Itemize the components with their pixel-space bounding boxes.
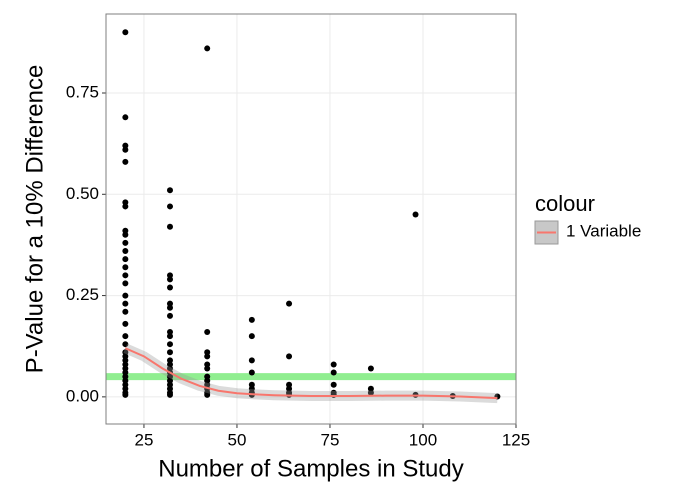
x-tick-label: 100 bbox=[409, 430, 437, 449]
y-tick-label: 0.75 bbox=[66, 82, 99, 101]
x-tick-label: 25 bbox=[134, 430, 153, 449]
point bbox=[122, 300, 129, 307]
point bbox=[330, 369, 337, 376]
point bbox=[204, 353, 211, 360]
x-tick-label: 50 bbox=[228, 430, 247, 449]
point bbox=[204, 365, 211, 372]
point bbox=[204, 329, 211, 336]
point bbox=[122, 158, 129, 165]
y-tick-label: 0.25 bbox=[66, 285, 99, 304]
point bbox=[204, 45, 211, 52]
point bbox=[166, 333, 173, 340]
point bbox=[367, 389, 374, 396]
point bbox=[122, 29, 129, 36]
point bbox=[286, 300, 293, 307]
y-axis-title: P-Value for a 10% Difference bbox=[21, 65, 48, 374]
point bbox=[412, 211, 419, 218]
point bbox=[122, 280, 129, 287]
point bbox=[367, 365, 374, 372]
point bbox=[122, 264, 129, 271]
point bbox=[122, 308, 129, 315]
point bbox=[122, 114, 129, 121]
point bbox=[330, 381, 337, 388]
point bbox=[122, 248, 129, 255]
point bbox=[122, 341, 129, 348]
point bbox=[330, 361, 337, 368]
point bbox=[122, 391, 129, 398]
point bbox=[204, 391, 211, 398]
point bbox=[122, 272, 129, 279]
y-tick-label: 0.50 bbox=[66, 184, 99, 203]
point bbox=[122, 239, 129, 246]
point bbox=[166, 304, 173, 311]
legend-label: 1 Variable bbox=[566, 221, 641, 240]
point bbox=[166, 312, 173, 319]
point bbox=[122, 146, 129, 153]
x-tick-label: 75 bbox=[321, 430, 340, 449]
point bbox=[166, 187, 173, 194]
point bbox=[286, 353, 293, 360]
point bbox=[166, 223, 173, 230]
plot-border bbox=[105, 13, 517, 425]
plot-panel bbox=[106, 14, 516, 424]
point bbox=[248, 333, 255, 340]
point bbox=[166, 349, 173, 356]
y-tick-label: 0.00 bbox=[66, 386, 99, 405]
point bbox=[122, 203, 129, 210]
point bbox=[166, 284, 173, 291]
point bbox=[122, 320, 129, 327]
point bbox=[248, 357, 255, 364]
smooth-line bbox=[124, 347, 498, 400]
point bbox=[166, 203, 173, 210]
point bbox=[122, 231, 129, 238]
point bbox=[122, 256, 129, 263]
legend-title: colour bbox=[535, 191, 595, 216]
point bbox=[166, 276, 173, 283]
x-tick-label: 125 bbox=[502, 430, 530, 449]
point bbox=[248, 316, 255, 323]
x-axis-title: Number of Samples in Study bbox=[158, 455, 463, 482]
point bbox=[166, 391, 173, 398]
point bbox=[248, 369, 255, 376]
point bbox=[122, 333, 129, 340]
point bbox=[122, 292, 129, 299]
point bbox=[166, 341, 173, 348]
